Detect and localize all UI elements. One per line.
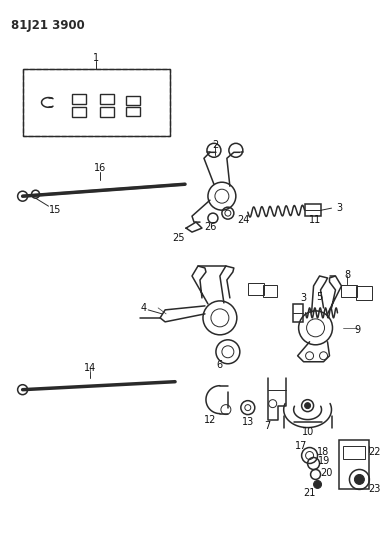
Text: 24: 24 [238,215,250,225]
Text: 18: 18 [317,447,330,457]
Text: 81J21 3900: 81J21 3900 [11,19,84,31]
Bar [100,108,114,117]
Text: 14: 14 [84,363,96,373]
Bar [22,69,170,136]
Text: 2: 2 [212,140,218,150]
Bar [293,304,303,322]
Text: 26: 26 [204,222,216,232]
Bar [248,283,264,295]
Bar [339,440,369,489]
Text: 4: 4 [140,303,146,313]
Text: 13: 13 [241,417,254,426]
Text: 11: 11 [310,215,322,225]
Text: 19: 19 [319,456,330,466]
Bar [341,285,358,297]
Text: 5: 5 [317,292,323,302]
Circle shape [305,402,311,409]
Bar [263,285,277,297]
Bar [343,446,365,459]
Text: 23: 23 [368,484,380,495]
Bar [126,96,140,106]
Text: 6: 6 [217,360,223,370]
Text: 3: 3 [301,293,307,303]
Text: 12: 12 [204,415,216,425]
Bar [22,69,170,136]
Circle shape [313,480,322,488]
Bar [72,108,86,117]
Text: 25: 25 [172,233,184,243]
Text: 10: 10 [301,426,314,437]
Bar [72,94,86,104]
Bar [356,286,372,300]
Text: 3: 3 [336,203,342,213]
Text: 20: 20 [320,469,333,479]
Text: 22: 22 [368,447,380,457]
Circle shape [354,474,365,484]
Text: 8: 8 [344,270,351,280]
Text: 17: 17 [295,441,308,450]
Text: 21: 21 [303,488,316,498]
Text: 9: 9 [354,325,360,335]
Text: 15: 15 [49,205,62,215]
Bar [305,204,320,216]
Text: 16: 16 [94,163,106,173]
Bar [126,108,140,116]
Text: 7: 7 [265,421,271,431]
Bar [100,94,114,104]
Text: 1: 1 [93,53,99,62]
